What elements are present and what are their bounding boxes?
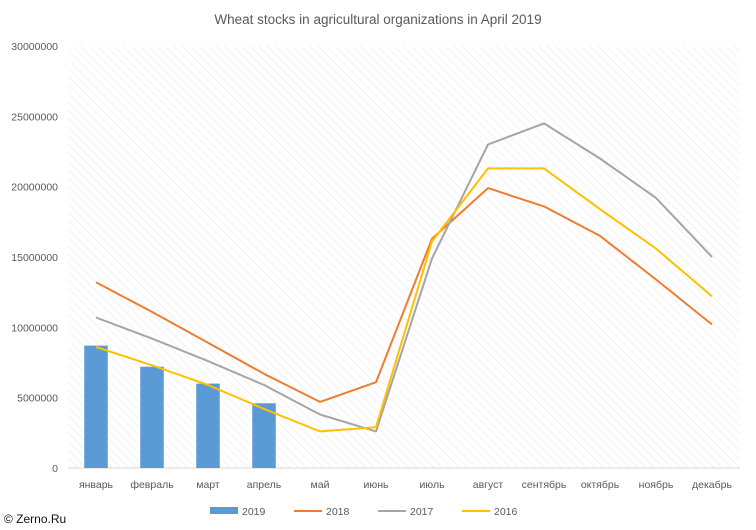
x-tick-label: январь: [79, 479, 114, 491]
bar-series: [84, 345, 276, 468]
x-tick-label: сентябрь: [522, 479, 567, 491]
y-tick-label: 0: [52, 463, 58, 475]
y-tick-label: 30000000: [11, 41, 58, 53]
bar-2019: [196, 383, 220, 468]
x-tick-label: май: [311, 479, 330, 491]
y-tick-label: 15000000: [11, 252, 58, 264]
x-tick-label: июнь: [363, 479, 389, 491]
plot-area: [68, 46, 740, 468]
bar-2019: [252, 403, 276, 468]
legend: 2019 2018 2017 2016: [210, 506, 518, 518]
x-tick-label: июль: [419, 479, 445, 491]
legend-label: 2017: [410, 506, 434, 518]
chart-title: Wheat stocks in agricultural organizatio…: [214, 12, 541, 27]
bar-2019: [140, 366, 164, 468]
line-series: [95, 122, 713, 433]
y-tick-label: 10000000: [11, 322, 58, 334]
y-axis: 0 5000000 10000000 15000000 20000000 25000000…: [11, 41, 58, 475]
x-axis: январь февраль март апрель май июнь июль август…: [68, 467, 740, 491]
watermark: © Zerno.Ru: [4, 512, 67, 526]
legend-label: 2018: [326, 506, 350, 518]
y-tick-label: 5000000: [17, 393, 58, 405]
x-tick-label: март: [196, 479, 220, 491]
legend-label: 2016: [494, 506, 518, 518]
legend-label: 2019: [242, 506, 266, 518]
legend-swatch-2019: [210, 507, 238, 514]
x-tick-label: апрель: [247, 479, 282, 491]
x-tick-label: август: [473, 479, 504, 491]
x-tick-label: октябрь: [581, 479, 620, 491]
line-2017: [95, 122, 713, 433]
y-tick-label: 25000000: [11, 111, 58, 123]
x-tick-label: декабрь: [692, 479, 732, 491]
x-tick-label: февраль: [130, 479, 174, 491]
x-tick-label: ноябрь: [639, 479, 674, 491]
y-tick-label: 20000000: [11, 182, 58, 194]
line-2016: [95, 167, 713, 433]
bar-2019: [84, 345, 108, 468]
line-2018: [95, 187, 713, 403]
